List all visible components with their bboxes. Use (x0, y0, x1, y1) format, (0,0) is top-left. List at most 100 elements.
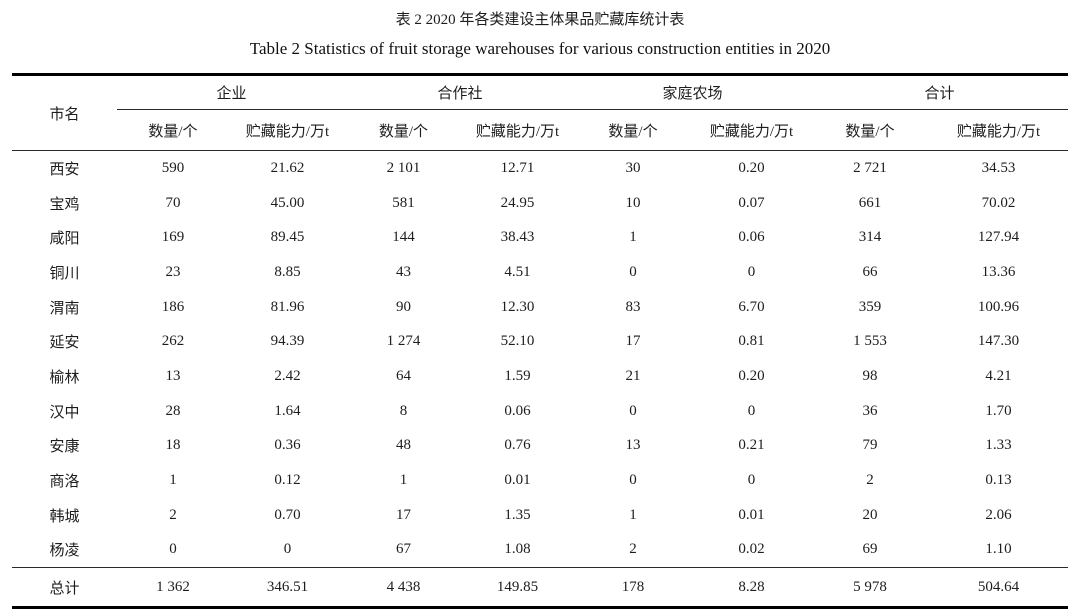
table-row: 延安 262 94.39 1 274 52.10 17 0.81 1 553 147.30 (12, 324, 1068, 359)
value-cell: 2 101 (386, 159, 421, 176)
value-cell: 10 (625, 194, 641, 211)
city-cell: 渭南 (49, 300, 80, 317)
table-body: 西安 590 21.62 2 101 12.71 30 0.20 2 721 34.53 宝鸡 70… (11, 151, 1069, 608)
value-cell: 89.45 (270, 229, 305, 246)
value-cell: 0.13 (985, 472, 1012, 489)
subheader-capacity: 贮藏能力/万t (228, 109, 346, 151)
value-cell: 149.85 (460, 567, 574, 608)
city-cell: 汉中 (49, 404, 80, 421)
city-cell: 安康 (49, 439, 80, 456)
table-caption-zh: 表 2 2020 年各类建设主体果品贮藏库统计表 (395, 12, 685, 28)
value-cell: 1 362 (116, 567, 229, 608)
value-cell: 2 721 (853, 159, 887, 176)
value-cell: 8.85 (274, 263, 301, 280)
value-cell: 34.53 (981, 159, 1016, 176)
subheader-capacity: 贮藏能力/万t (929, 109, 1069, 151)
value-cell: 5 978 (811, 567, 930, 608)
value-cell: 21 (625, 367, 641, 384)
value-cell: 0.21 (738, 437, 765, 454)
value-cell: 98 (862, 367, 878, 384)
city-cell: 杨凌 (49, 543, 80, 560)
value-cell: 45.00 (270, 194, 305, 211)
value-cell: 70 (165, 194, 181, 211)
value-cell: 100.96 (977, 298, 1020, 315)
city-cell: 韩城 (49, 508, 80, 525)
table-row: 汉中 28 1.64 8 0.06 0 0 36 1.70 (12, 394, 1068, 429)
value-cell: 0 (283, 541, 292, 558)
value-cell: 8 (399, 402, 408, 419)
value-cell: 38.43 (500, 229, 535, 246)
value-cell: 359 (858, 298, 882, 315)
table-row: 渭南 186 81.96 90 12.30 83 6.70 359 100.96 (12, 290, 1068, 325)
value-cell: 36 (862, 402, 878, 419)
value-cell: 4.21 (985, 367, 1012, 384)
value-cell: 13.36 (981, 263, 1016, 280)
value-cell: 0.20 (738, 367, 765, 384)
city-cell: 商洛 (49, 474, 80, 491)
value-cell: 346.51 (228, 567, 346, 608)
group-header-family-farm: 家庭农场 (574, 74, 812, 110)
value-cell: 83 (625, 298, 641, 315)
value-cell: 2 (629, 541, 637, 558)
city-cell: 铜川 (49, 265, 80, 282)
value-cell: 1.59 (504, 367, 531, 384)
subheader-capacity: 贮藏能力/万t (692, 109, 812, 151)
value-cell: 147.30 (977, 333, 1020, 350)
value-cell: 0 (747, 402, 756, 419)
value-cell: 4 438 (345, 567, 461, 608)
value-cell: 0.02 (738, 541, 765, 558)
city-cell: 宝鸡 (49, 196, 80, 213)
value-cell: 94.39 (270, 333, 305, 350)
value-cell: 0.20 (738, 159, 765, 176)
table-row: 西安 590 21.62 2 101 12.71 30 0.20 2 721 34.53 (12, 151, 1068, 186)
value-cell: 2 (866, 472, 874, 489)
value-cell: 23 (165, 263, 181, 280)
fruit-storage-statistics-table: 市名 企业 合作社 家庭农场 合计 数量/个 贮藏能力/万t 数量/个 贮藏能力… (11, 73, 1069, 610)
value-cell: 127.94 (977, 229, 1020, 246)
value-cell: 0 (629, 472, 637, 489)
value-cell: 1 (629, 506, 637, 523)
table-row: 杨凌 0 0 67 1.08 2 0.02 69 1.10 (12, 533, 1068, 568)
value-cell: 0.36 (274, 437, 301, 454)
value-cell: 144 (392, 229, 415, 246)
value-cell: 1.33 (985, 437, 1012, 454)
group-header-enterprise: 企业 (116, 74, 346, 110)
value-cell: 1 553 (853, 333, 887, 350)
value-cell: 17 (395, 506, 411, 523)
table-row: 韩城 2 0.70 17 1.35 1 0.01 20 2.06 (12, 498, 1068, 533)
column-header-city: 市名 (11, 74, 117, 151)
value-cell: 0.06 (738, 229, 765, 246)
value-cell: 262 (161, 333, 185, 350)
value-cell: 20 (862, 506, 878, 523)
value-cell: 2.42 (274, 367, 301, 384)
value-cell: 1 (169, 472, 177, 489)
total-row: 总计 1 362 346.51 4 438 149.85 178 8.28 5 978 504.… (11, 567, 1069, 608)
value-cell: 1.10 (985, 541, 1012, 558)
value-cell: 1 274 (386, 333, 421, 350)
value-cell: 0 (747, 472, 756, 489)
value-cell: 64 (395, 367, 411, 384)
value-cell: 79 (862, 437, 878, 454)
group-header-row: 市名 企业 合作社 家庭农场 合计 (11, 74, 1069, 151)
value-cell: 1.35 (504, 506, 531, 523)
value-cell: 66 (862, 263, 878, 280)
value-cell: 0 (169, 541, 177, 558)
value-cell: 0.01 (504, 472, 531, 489)
value-cell: 1 (399, 472, 408, 489)
value-cell: 90 (395, 298, 411, 315)
value-cell: 178 (574, 567, 692, 608)
table-caption-en: Table 2 Statistics of fruit storage ware… (249, 39, 831, 58)
value-cell: 18 (165, 437, 181, 454)
value-cell: 43 (395, 263, 411, 280)
subheader-quantity: 数量/个 (811, 109, 930, 151)
table-row: 商洛 1 0.12 1 0.01 0 0 2 0.13 (12, 463, 1068, 498)
value-cell: 17 (625, 333, 641, 350)
value-cell: 0.81 (738, 333, 765, 350)
value-cell: 504.64 (929, 567, 1069, 608)
value-cell: 661 (858, 194, 882, 211)
value-cell: 4.51 (504, 263, 531, 280)
subheader-quantity: 数量/个 (116, 109, 229, 151)
group-header-cooperative: 合作社 (345, 74, 574, 110)
value-cell: 12.71 (500, 159, 535, 176)
